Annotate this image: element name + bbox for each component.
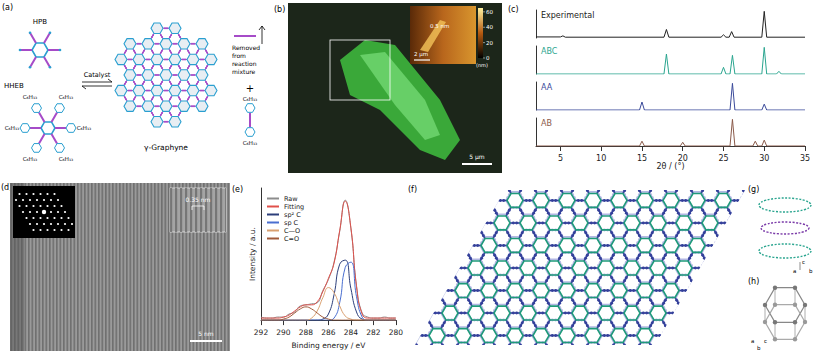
svg-text:reaction: reaction [232,60,257,67]
svg-text:(e): (e) [232,185,243,194]
svg-text:5: 5 [558,154,563,163]
svg-text:mixture: mixture [232,68,256,75]
svg-text:292: 292 [254,328,269,337]
svg-text:+: + [246,83,254,94]
svg-text:60: 60 [486,9,493,15]
svg-text:Experimental: Experimental [541,11,594,20]
svg-text:C₆H₁₃: C₆H₁₃ [23,156,38,162]
svg-text:15: 15 [637,154,647,163]
svg-text:C₆H₁₃: C₆H₁₃ [59,156,74,162]
svg-text:C₆H₁₃: C₆H₁₃ [23,94,38,100]
svg-text:HHEB: HHEB [4,82,24,90]
svg-text:γ-Graphyne: γ-Graphyne [144,143,188,152]
svg-text:C=O: C=O [284,235,299,243]
svg-text:b: b [757,345,761,351]
svg-text:from: from [232,52,246,59]
svg-text:AB: AB [541,119,552,128]
svg-text:0.5 nm: 0.5 nm [430,23,449,29]
svg-text:(nm): (nm) [476,62,488,68]
svg-text:(g): (g) [748,185,759,194]
svg-text:10: 10 [596,154,606,163]
svg-text:(c): (c) [508,5,519,14]
svg-text:(a): (a) [2,3,13,12]
svg-text:(h): (h) [748,277,759,286]
svg-text:AA: AA [541,83,553,92]
svg-text:sp C: sp C [284,219,299,227]
svg-text:20: 20 [486,40,493,46]
svg-text:(f): (f) [408,185,417,194]
svg-text:284: 284 [344,328,359,337]
svg-text:286: 286 [321,328,336,337]
svg-text:288: 288 [299,328,314,337]
svg-text:C₆H₁₃: C₆H₁₃ [243,140,258,146]
svg-text:Catalyst: Catalyst [84,71,111,79]
svg-text:(d): (d) [1,183,13,192]
svg-text:C₆H₁₃: C₆H₁₃ [59,94,74,100]
svg-text:290: 290 [276,328,291,337]
svg-text:25: 25 [718,154,728,163]
svg-text:c: c [802,259,805,265]
svg-text:HPB: HPB [33,18,47,26]
svg-text:0: 0 [486,55,490,61]
svg-text:5 μm: 5 μm [469,153,485,161]
svg-text:C₆H₁₃: C₆H₁₃ [77,125,92,131]
svg-text:Removed: Removed [232,44,260,51]
svg-text:0.35 nm: 0.35 nm [186,196,211,203]
svg-text:Raw: Raw [284,195,298,203]
svg-text:Intensity / a.u.: Intensity / a.u. [248,227,257,281]
svg-text:30: 30 [759,154,769,163]
svg-text:282: 282 [366,328,381,337]
svg-text:C—O: C—O [284,227,300,235]
svg-text:Binding energy / eV: Binding energy / eV [291,341,366,350]
svg-text:Fitting: Fitting [284,203,304,211]
svg-text:c: c [764,338,767,344]
svg-text:280: 280 [389,328,404,337]
svg-text:20: 20 [678,154,688,163]
svg-text:a: a [793,268,796,274]
svg-text:sp² C: sp² C [284,211,301,219]
svg-text:2 μm: 2 μm [414,51,428,58]
svg-text:35: 35 [800,154,810,163]
svg-text:(b): (b) [274,5,285,14]
svg-text:a: a [751,338,754,344]
svg-text:C₆H₁₃: C₆H₁₃ [243,96,258,102]
svg-text:40: 40 [486,24,493,30]
svg-text:b: b [809,268,813,274]
svg-text:C₆H₁₃: C₆H₁₃ [5,125,20,131]
svg-text:2θ / (°): 2θ / (°) [656,162,684,171]
svg-text:ABC: ABC [541,47,558,56]
svg-text:5 nm: 5 nm [198,330,214,337]
